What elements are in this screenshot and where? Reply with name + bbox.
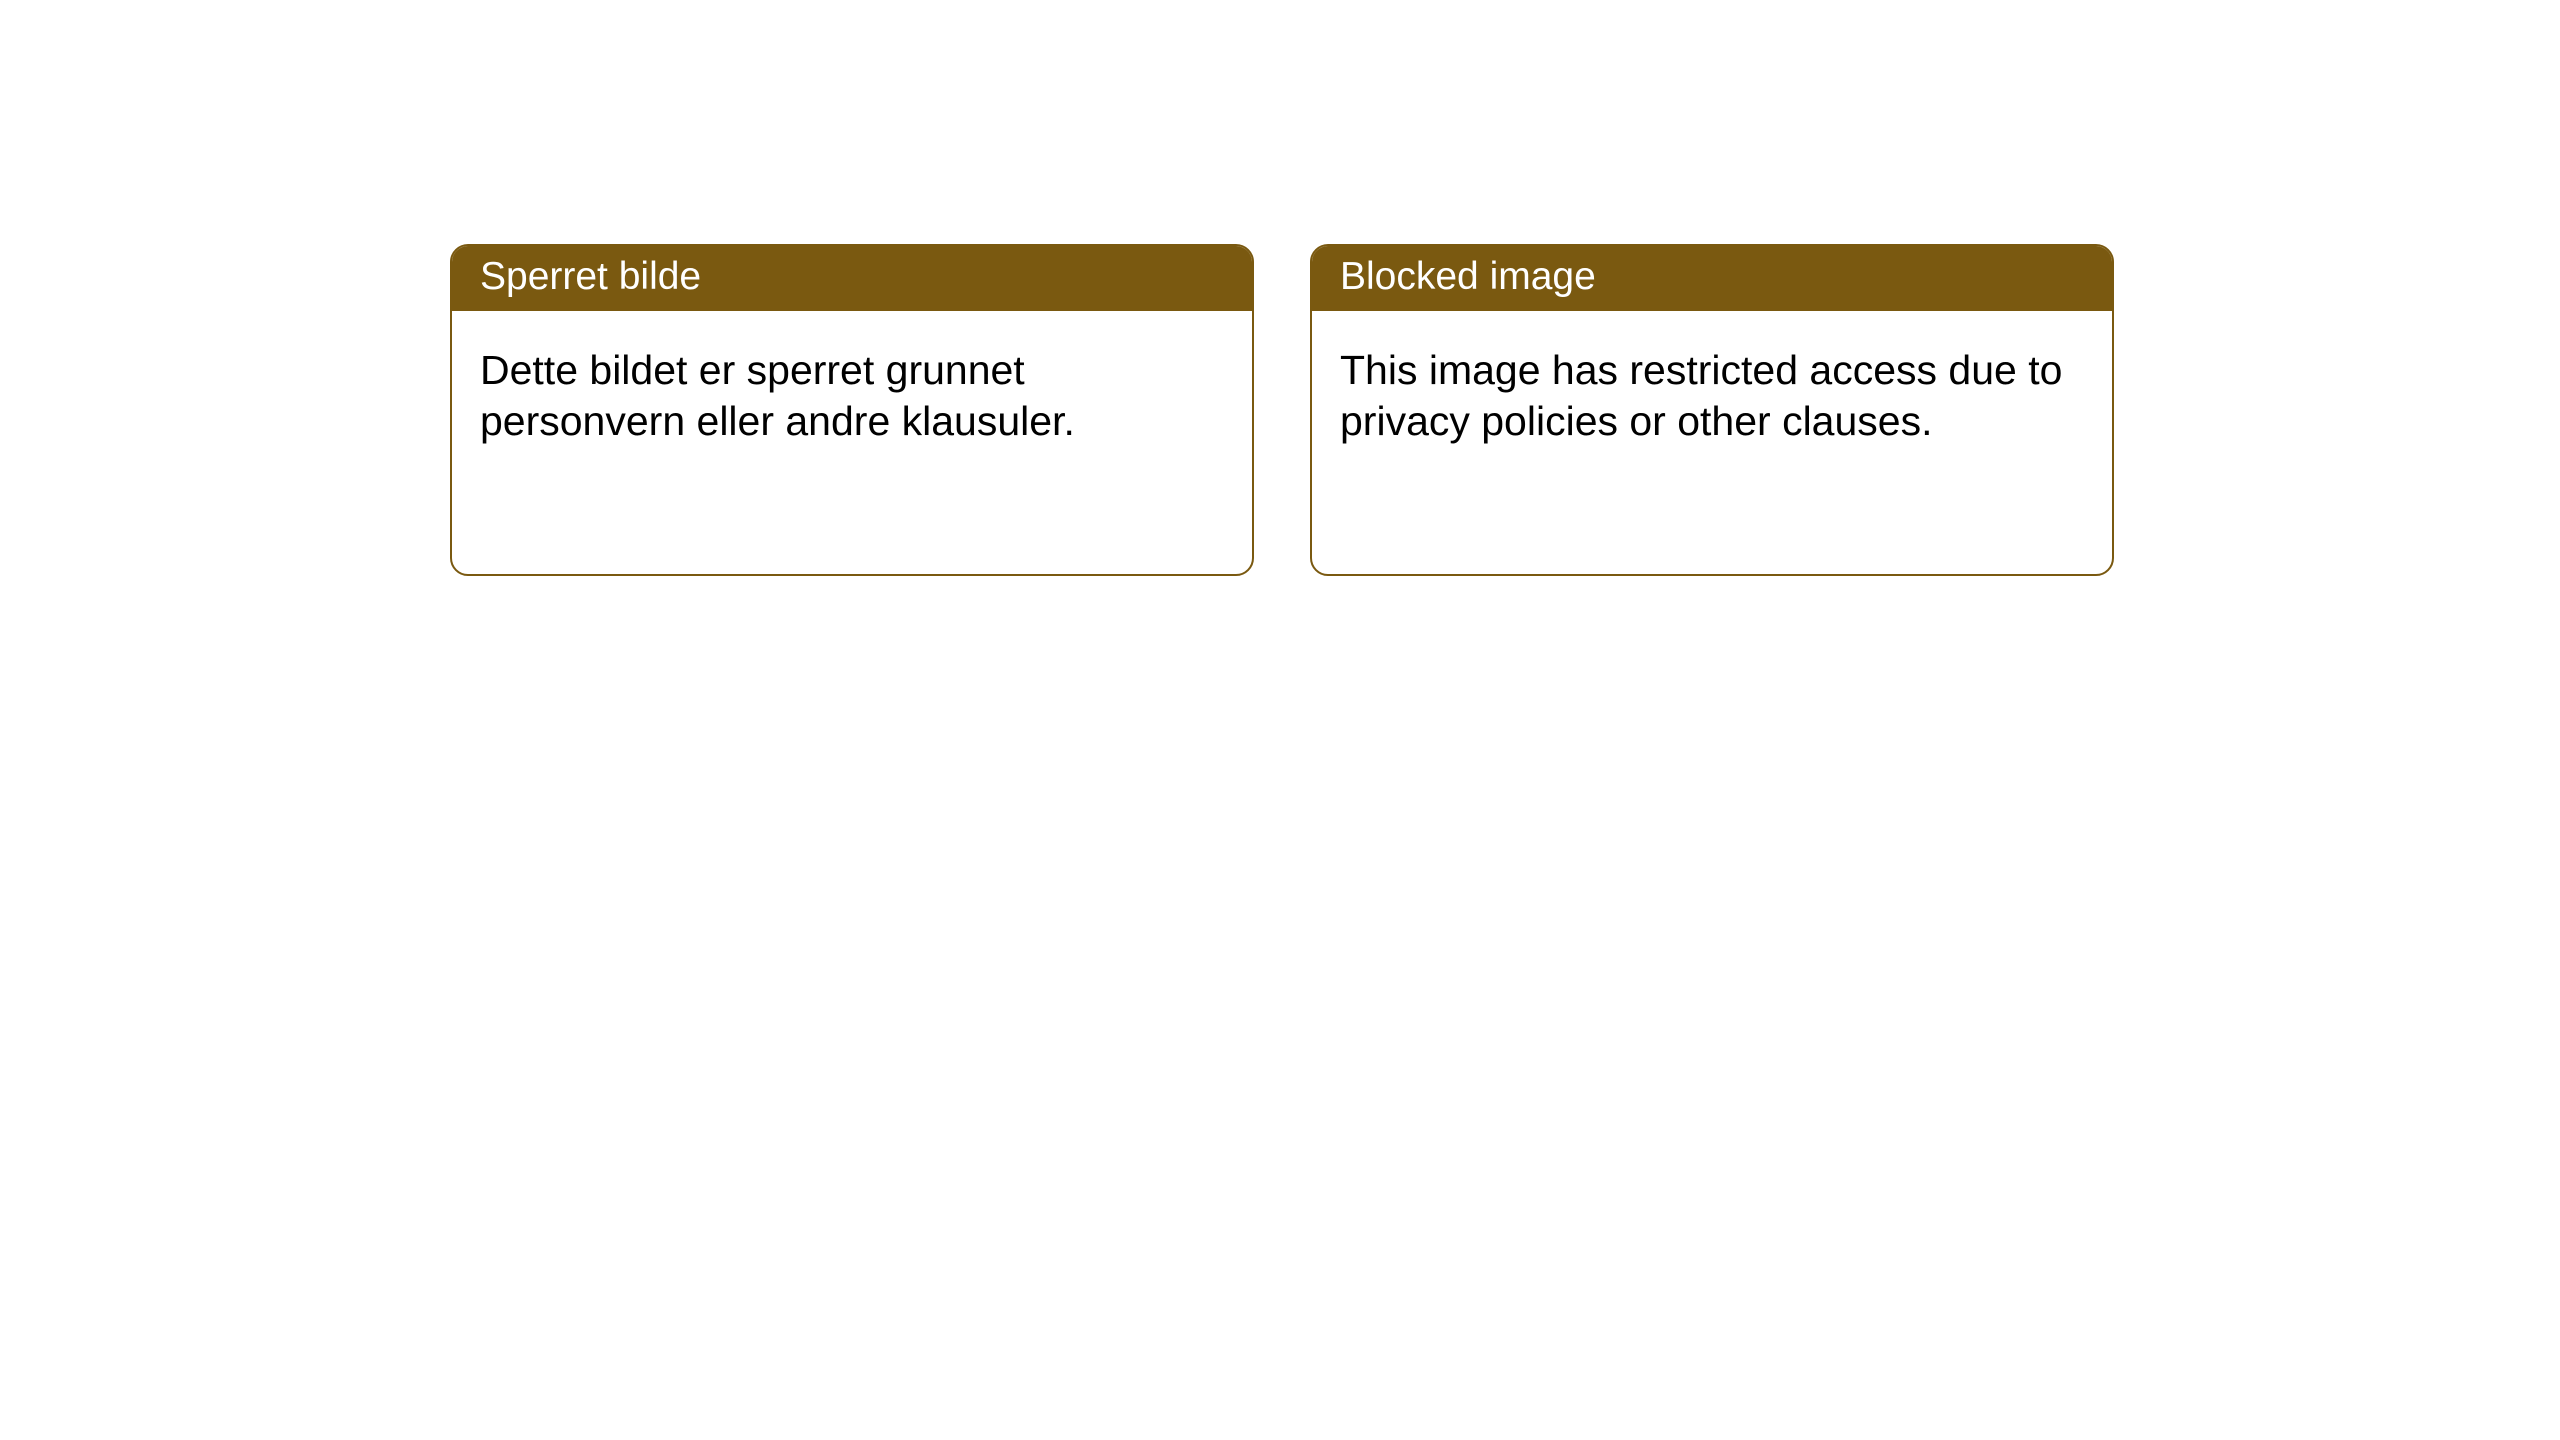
notice-title-english: Blocked image bbox=[1312, 246, 2112, 311]
notice-box-norwegian: Sperret bilde Dette bildet er sperret gr… bbox=[450, 244, 1254, 576]
notice-title-norwegian: Sperret bilde bbox=[452, 246, 1252, 311]
notice-body-norwegian: Dette bildet er sperret grunnet personve… bbox=[452, 311, 1252, 476]
notice-body-english: This image has restricted access due to … bbox=[1312, 311, 2112, 476]
notice-container: Sperret bilde Dette bildet er sperret gr… bbox=[0, 0, 2560, 576]
notice-box-english: Blocked image This image has restricted … bbox=[1310, 244, 2114, 576]
